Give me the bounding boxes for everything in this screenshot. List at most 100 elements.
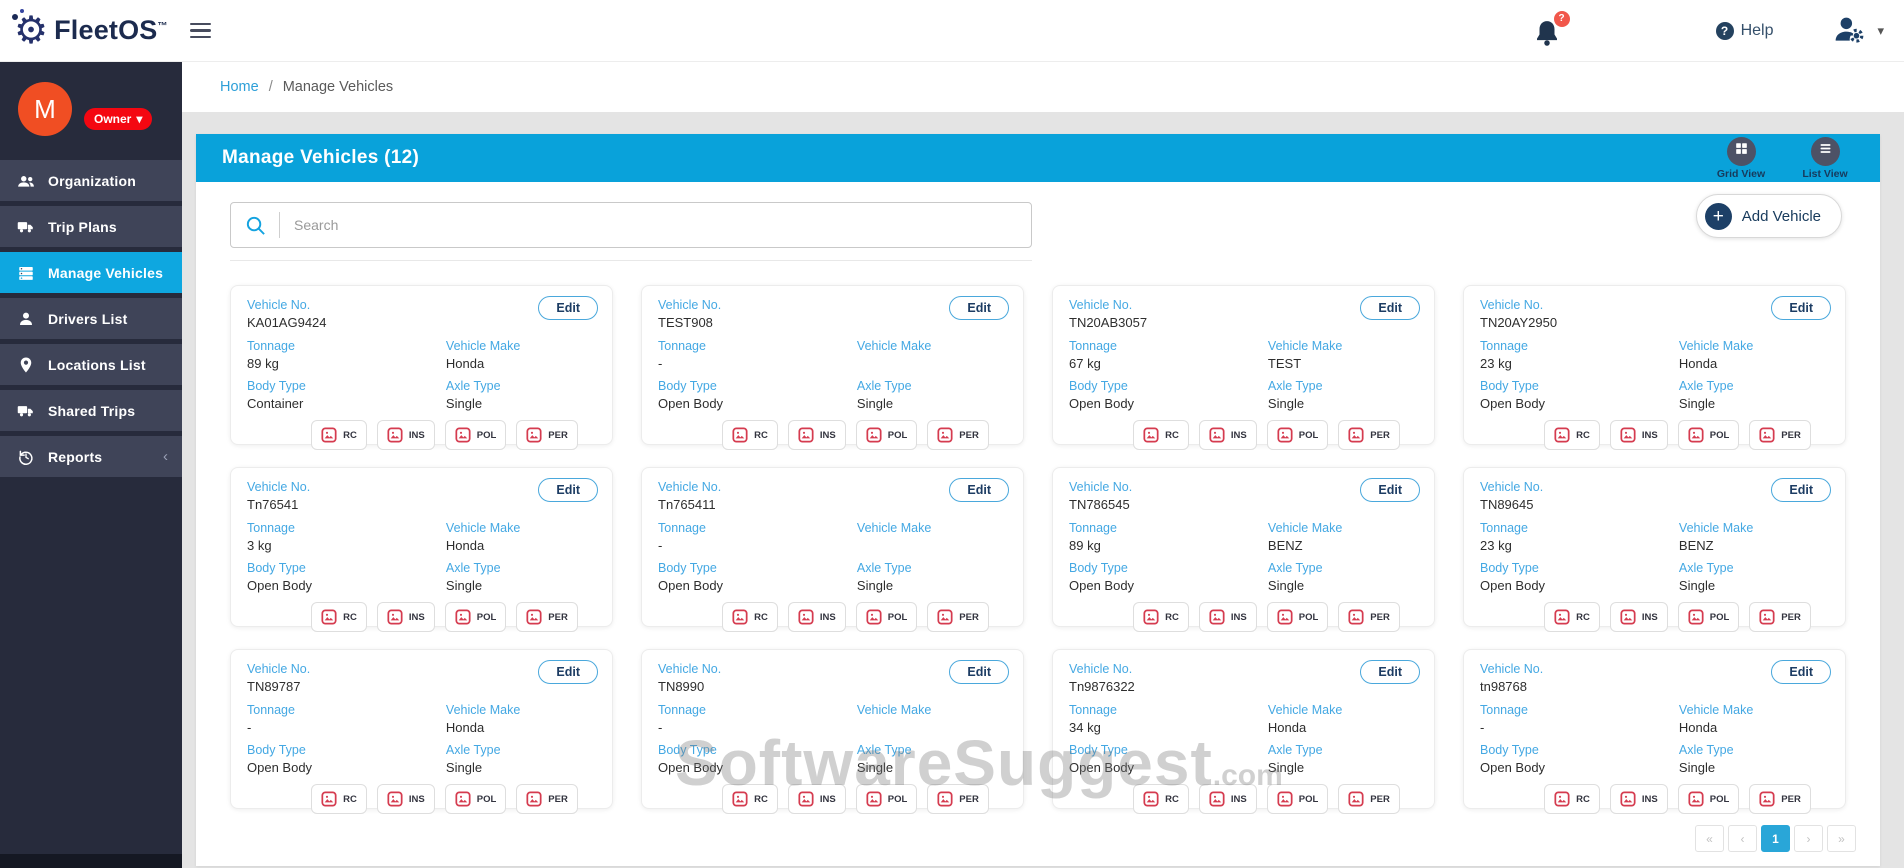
per-doc-button[interactable]: PER: [516, 420, 578, 450]
last-page-button[interactable]: »: [1827, 825, 1856, 852]
rc-doc-button[interactable]: RC: [722, 784, 778, 814]
per-doc-button[interactable]: PER: [927, 784, 989, 814]
add-vehicle-label: Add Vehicle: [1741, 207, 1821, 225]
account-settings-button[interactable]: [1831, 14, 1869, 48]
breadcrumb-home-link[interactable]: Home: [220, 79, 259, 95]
pol-doc-button[interactable]: POL: [855, 602, 918, 632]
ins-doc-button[interactable]: INS: [787, 784, 846, 814]
pol-doc-button[interactable]: POL: [444, 602, 507, 632]
sidebar-item[interactable]: Manage Vehicles ‹: [0, 252, 182, 293]
sidebar-item-label: Trip Plans: [48, 218, 117, 235]
tonnage-value: 34 kg: [1069, 720, 1101, 735]
sidebar-item[interactable]: Reports ‹: [0, 436, 182, 477]
rc-doc-button[interactable]: RC: [722, 602, 778, 632]
hamburger-menu-icon[interactable]: [189, 22, 211, 39]
body-type-label: Body Type: [1480, 379, 1539, 393]
vehicle-make-value: BENZ: [1678, 538, 1714, 553]
pol-doc-button[interactable]: POL: [855, 420, 918, 450]
edit-button[interactable]: Edit: [1360, 296, 1420, 320]
sidebar-item[interactable]: Trip Plans ‹: [0, 206, 182, 247]
prev-page-button[interactable]: ‹: [1728, 825, 1757, 852]
ins-doc-button[interactable]: INS: [1609, 602, 1668, 632]
edit-button[interactable]: Edit: [949, 478, 1009, 502]
caret-down-icon[interactable]: ▾: [1877, 22, 1884, 38]
rc-doc-button[interactable]: RC: [1133, 602, 1189, 632]
fleetos-logo[interactable]: ⚙ FleetOS™: [12, 8, 168, 50]
sidebar-item[interactable]: Locations List ‹: [0, 344, 182, 385]
notifications-button[interactable]: ?: [1532, 10, 1570, 49]
edit-button[interactable]: Edit: [1360, 660, 1420, 684]
body-type-label: Body Type: [247, 743, 306, 757]
help-button[interactable]: ? Help: [1715, 21, 1773, 40]
rc-doc-button[interactable]: RC: [1544, 420, 1600, 450]
per-doc-button[interactable]: PER: [1338, 602, 1400, 632]
grid-view-button[interactable]: Grid View: [1712, 136, 1770, 180]
role-dropdown[interactable]: Owner ▾: [84, 108, 153, 130]
rc-doc-button[interactable]: RC: [311, 602, 367, 632]
search-input[interactable]: [280, 217, 1031, 233]
per-doc-button[interactable]: PER: [927, 420, 989, 450]
first-page-button[interactable]: «: [1695, 825, 1724, 852]
image-icon: [321, 427, 337, 443]
pol-doc-button[interactable]: POL: [444, 420, 507, 450]
sidebar-item[interactable]: Drivers List ‹: [0, 298, 182, 339]
avatar[interactable]: M: [18, 82, 72, 136]
ins-doc-button[interactable]: INS: [787, 420, 846, 450]
ins-doc-button[interactable]: INS: [1198, 602, 1257, 632]
rc-doc-button[interactable]: RC: [311, 420, 367, 450]
pol-doc-button[interactable]: POL: [1677, 420, 1740, 450]
axle-type-value: Single: [445, 396, 483, 411]
add-vehicle-button[interactable]: + Add Vehicle: [1695, 194, 1842, 238]
pol-doc-button[interactable]: POL: [1266, 602, 1329, 632]
image-icon: [798, 791, 814, 807]
ins-doc-button[interactable]: INS: [787, 602, 846, 632]
edit-button[interactable]: Edit: [538, 296, 598, 320]
ins-doc-button[interactable]: INS: [376, 784, 435, 814]
next-page-button[interactable]: ›: [1794, 825, 1823, 852]
edit-button[interactable]: Edit: [949, 660, 1009, 684]
ins-doc-button[interactable]: INS: [376, 420, 435, 450]
pol-doc-button[interactable]: POL: [1677, 784, 1740, 814]
rc-doc-button[interactable]: RC: [1133, 420, 1189, 450]
pol-doc-button[interactable]: POL: [444, 784, 507, 814]
edit-button[interactable]: Edit: [1771, 660, 1831, 684]
tonnage-label: Tonnage: [1480, 703, 1528, 717]
rc-doc-button[interactable]: RC: [311, 784, 367, 814]
per-doc-button[interactable]: PER: [516, 602, 578, 632]
pol-doc-button[interactable]: POL: [1677, 602, 1740, 632]
ins-doc-button[interactable]: INS: [1198, 784, 1257, 814]
per-doc-button[interactable]: PER: [927, 602, 989, 632]
edit-button[interactable]: Edit: [538, 660, 598, 684]
page-number-button[interactable]: 1: [1761, 825, 1790, 852]
ins-doc-button[interactable]: INS: [1609, 784, 1668, 814]
axle-type-value: Single: [1678, 760, 1716, 775]
pol-doc-button[interactable]: POL: [1266, 784, 1329, 814]
list-view-button[interactable]: List View: [1796, 136, 1854, 180]
edit-button[interactable]: Edit: [949, 296, 1009, 320]
rc-doc-button[interactable]: RC: [1133, 784, 1189, 814]
image-icon: [1277, 427, 1293, 443]
pol-doc-button[interactable]: POL: [1266, 420, 1329, 450]
sidebar-item[interactable]: Organization ‹: [0, 160, 182, 201]
edit-button[interactable]: Edit: [538, 478, 598, 502]
image-icon: [1209, 791, 1225, 807]
per-doc-button[interactable]: PER: [1749, 420, 1811, 450]
rc-doc-button[interactable]: RC: [1544, 784, 1600, 814]
ins-doc-button[interactable]: INS: [376, 602, 435, 632]
ins-doc-button[interactable]: INS: [1609, 420, 1668, 450]
per-doc-button[interactable]: PER: [1749, 784, 1811, 814]
rc-doc-button[interactable]: RC: [722, 420, 778, 450]
per-doc-button[interactable]: PER: [1338, 784, 1400, 814]
per-doc-button[interactable]: PER: [516, 784, 578, 814]
pol-doc-button[interactable]: POL: [855, 784, 918, 814]
rc-doc-button[interactable]: RC: [1544, 602, 1600, 632]
edit-button[interactable]: Edit: [1771, 296, 1831, 320]
ins-doc-button[interactable]: INS: [1198, 420, 1257, 450]
edit-button[interactable]: Edit: [1771, 478, 1831, 502]
per-doc-button[interactable]: PER: [1338, 420, 1400, 450]
sidebar-item[interactable]: Shared Trips ‹: [0, 390, 182, 431]
per-doc-button[interactable]: PER: [1749, 602, 1811, 632]
sidebar-item-icon: [17, 356, 35, 374]
vehicle-make-label: Vehicle Make: [1678, 703, 1754, 717]
edit-button[interactable]: Edit: [1360, 478, 1420, 502]
